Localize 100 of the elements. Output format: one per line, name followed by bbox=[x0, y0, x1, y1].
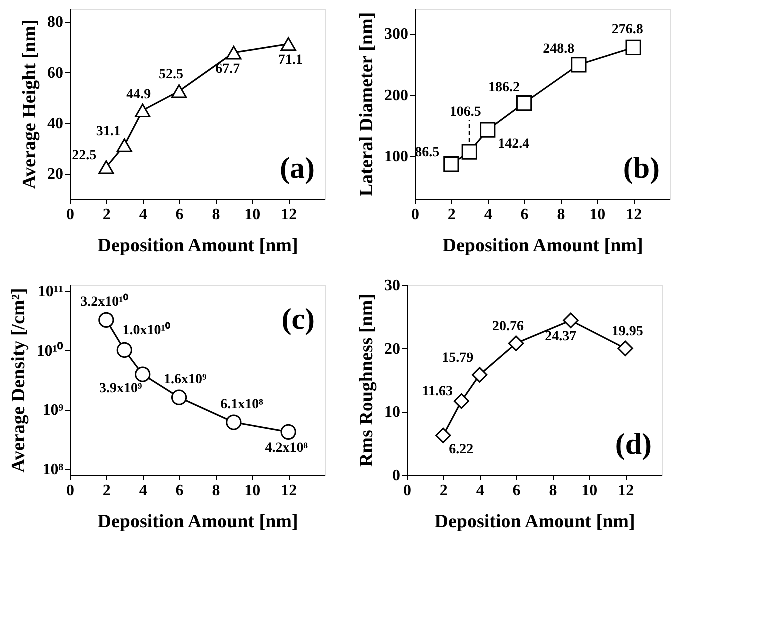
point bbox=[280, 37, 296, 52]
x-tick-label: 8 bbox=[557, 206, 566, 224]
data-label: 71.1 bbox=[278, 53, 303, 68]
point bbox=[226, 414, 242, 430]
data-label: 20.76 bbox=[492, 320, 524, 335]
x-tick-label: 4 bbox=[484, 206, 492, 224]
point bbox=[171, 84, 188, 98]
point bbox=[116, 342, 132, 358]
data-label: 3.9x10⁹ bbox=[100, 382, 142, 397]
data-label: 11.63 bbox=[422, 384, 454, 400]
data-label: 276.8 bbox=[612, 22, 644, 38]
x-tick-label: 0 bbox=[66, 482, 74, 500]
data-label: 248.8 bbox=[543, 42, 575, 57]
point bbox=[226, 46, 242, 60]
data-label: 142.4 bbox=[498, 137, 530, 152]
x-tick-label: 12 bbox=[618, 482, 634, 500]
data-label: 52.5 bbox=[159, 67, 184, 82]
y-tick-label: 10 bbox=[384, 404, 400, 422]
x-tick-label: 8 bbox=[212, 206, 220, 224]
point bbox=[472, 367, 488, 383]
x-tick-label: 12 bbox=[281, 206, 298, 224]
y-tick-label: 100 bbox=[384, 148, 408, 166]
x-tick-label: 8 bbox=[212, 482, 220, 500]
point bbox=[626, 40, 642, 56]
data-label: 1.6x10⁹ bbox=[164, 372, 207, 388]
x-tick-label: 6 bbox=[176, 482, 184, 500]
x-tick-label: 6 bbox=[176, 206, 184, 224]
y-tick-label: 300 bbox=[384, 26, 408, 44]
x-tick-label: 2 bbox=[440, 482, 448, 500]
y-axis-title: Lateral Diameter [nm] bbox=[356, 12, 378, 197]
point bbox=[462, 144, 478, 160]
point bbox=[135, 104, 151, 118]
data-label: 67.7 bbox=[216, 62, 240, 77]
x-tick-label: 10 bbox=[244, 206, 261, 224]
point bbox=[98, 312, 114, 328]
y-tick-label: 60 bbox=[48, 64, 64, 82]
x-tick-label: 10 bbox=[590, 206, 606, 224]
x-tick-label: 8 bbox=[549, 482, 558, 500]
x-tick-label: 12 bbox=[626, 206, 642, 224]
data-label: 44.9 bbox=[126, 88, 152, 103]
y-tick-label: 20 bbox=[384, 340, 400, 358]
data-label: 6.1x10⁸ bbox=[220, 398, 264, 413]
y-tick-label: 10⁹ bbox=[42, 402, 64, 420]
data-label: 4.2x10⁸ bbox=[265, 441, 308, 456]
x-tick-label: 6 bbox=[512, 482, 521, 500]
data-label: 3.2x10¹⁰ bbox=[80, 293, 128, 310]
point bbox=[571, 57, 587, 73]
x-tick-label: 12 bbox=[281, 482, 298, 500]
y-axis-title: Average Height [nm] bbox=[20, 20, 40, 190]
point bbox=[563, 312, 579, 328]
annotation: (a) bbox=[280, 152, 315, 185]
data-label: 6.22 bbox=[449, 442, 474, 458]
point bbox=[436, 428, 452, 444]
x-tick-label: 10 bbox=[244, 482, 261, 500]
x-axis-title: Deposition Amount [nm] bbox=[98, 236, 298, 256]
y-axis-title: Rms Roughness [nm] bbox=[356, 294, 378, 468]
x-tick-label: 2 bbox=[102, 206, 111, 224]
annotation: (b) bbox=[623, 152, 660, 185]
x-axis-title: Deposition Amount [nm] bbox=[434, 512, 636, 532]
point bbox=[516, 95, 532, 112]
data-label: 186.2 bbox=[488, 80, 520, 96]
x-axis-title: Deposition Amount [nm] bbox=[442, 236, 644, 256]
data-label: 106.5 bbox=[450, 105, 482, 120]
point bbox=[618, 340, 634, 356]
point bbox=[480, 122, 496, 138]
y-tick-label: 0 bbox=[392, 468, 400, 484]
data-label: 22.5 bbox=[72, 148, 97, 164]
y-tick-label: 10¹¹ bbox=[38, 283, 64, 300]
y-tick-label: 10⁸ bbox=[42, 462, 64, 479]
y-tick-label: 80 bbox=[48, 14, 64, 32]
x-tick-label: 0 bbox=[412, 206, 420, 224]
x-tick-label: 10 bbox=[582, 482, 598, 500]
y-tick-label: 40 bbox=[48, 116, 64, 132]
x-tick-label: 2 bbox=[448, 206, 456, 224]
point bbox=[444, 156, 460, 172]
x-tick-label: 2 bbox=[102, 482, 111, 500]
x-axis-title: Deposition Amount [nm] bbox=[98, 512, 298, 532]
annotation: (c) bbox=[282, 303, 315, 336]
point bbox=[454, 394, 470, 410]
point bbox=[508, 336, 524, 352]
point bbox=[116, 138, 132, 152]
data-label: 19.95 bbox=[612, 324, 644, 340]
point bbox=[280, 424, 296, 440]
x-tick-label: 0 bbox=[66, 206, 74, 224]
data-label: 15.79 bbox=[442, 350, 474, 366]
y-axis-title: Average Density [/cm²] bbox=[8, 288, 30, 473]
data-label: 24.37 bbox=[545, 330, 577, 345]
data-label: 86.5 bbox=[415, 145, 440, 160]
point bbox=[135, 366, 151, 382]
point bbox=[98, 160, 114, 174]
data-label: 1.0x10¹⁰ bbox=[122, 321, 170, 338]
x-tick-label: 4 bbox=[476, 482, 484, 500]
data-label: 31.1 bbox=[96, 124, 121, 140]
point bbox=[171, 390, 188, 406]
x-tick-label: 6 bbox=[520, 206, 529, 224]
x-tick-label: 4 bbox=[139, 206, 148, 224]
annotation: (d) bbox=[615, 428, 652, 461]
y-tick-label: 10¹⁰ bbox=[36, 342, 64, 360]
y-tick-label: 20 bbox=[48, 166, 64, 184]
y-tick-label: 30 bbox=[384, 278, 400, 294]
